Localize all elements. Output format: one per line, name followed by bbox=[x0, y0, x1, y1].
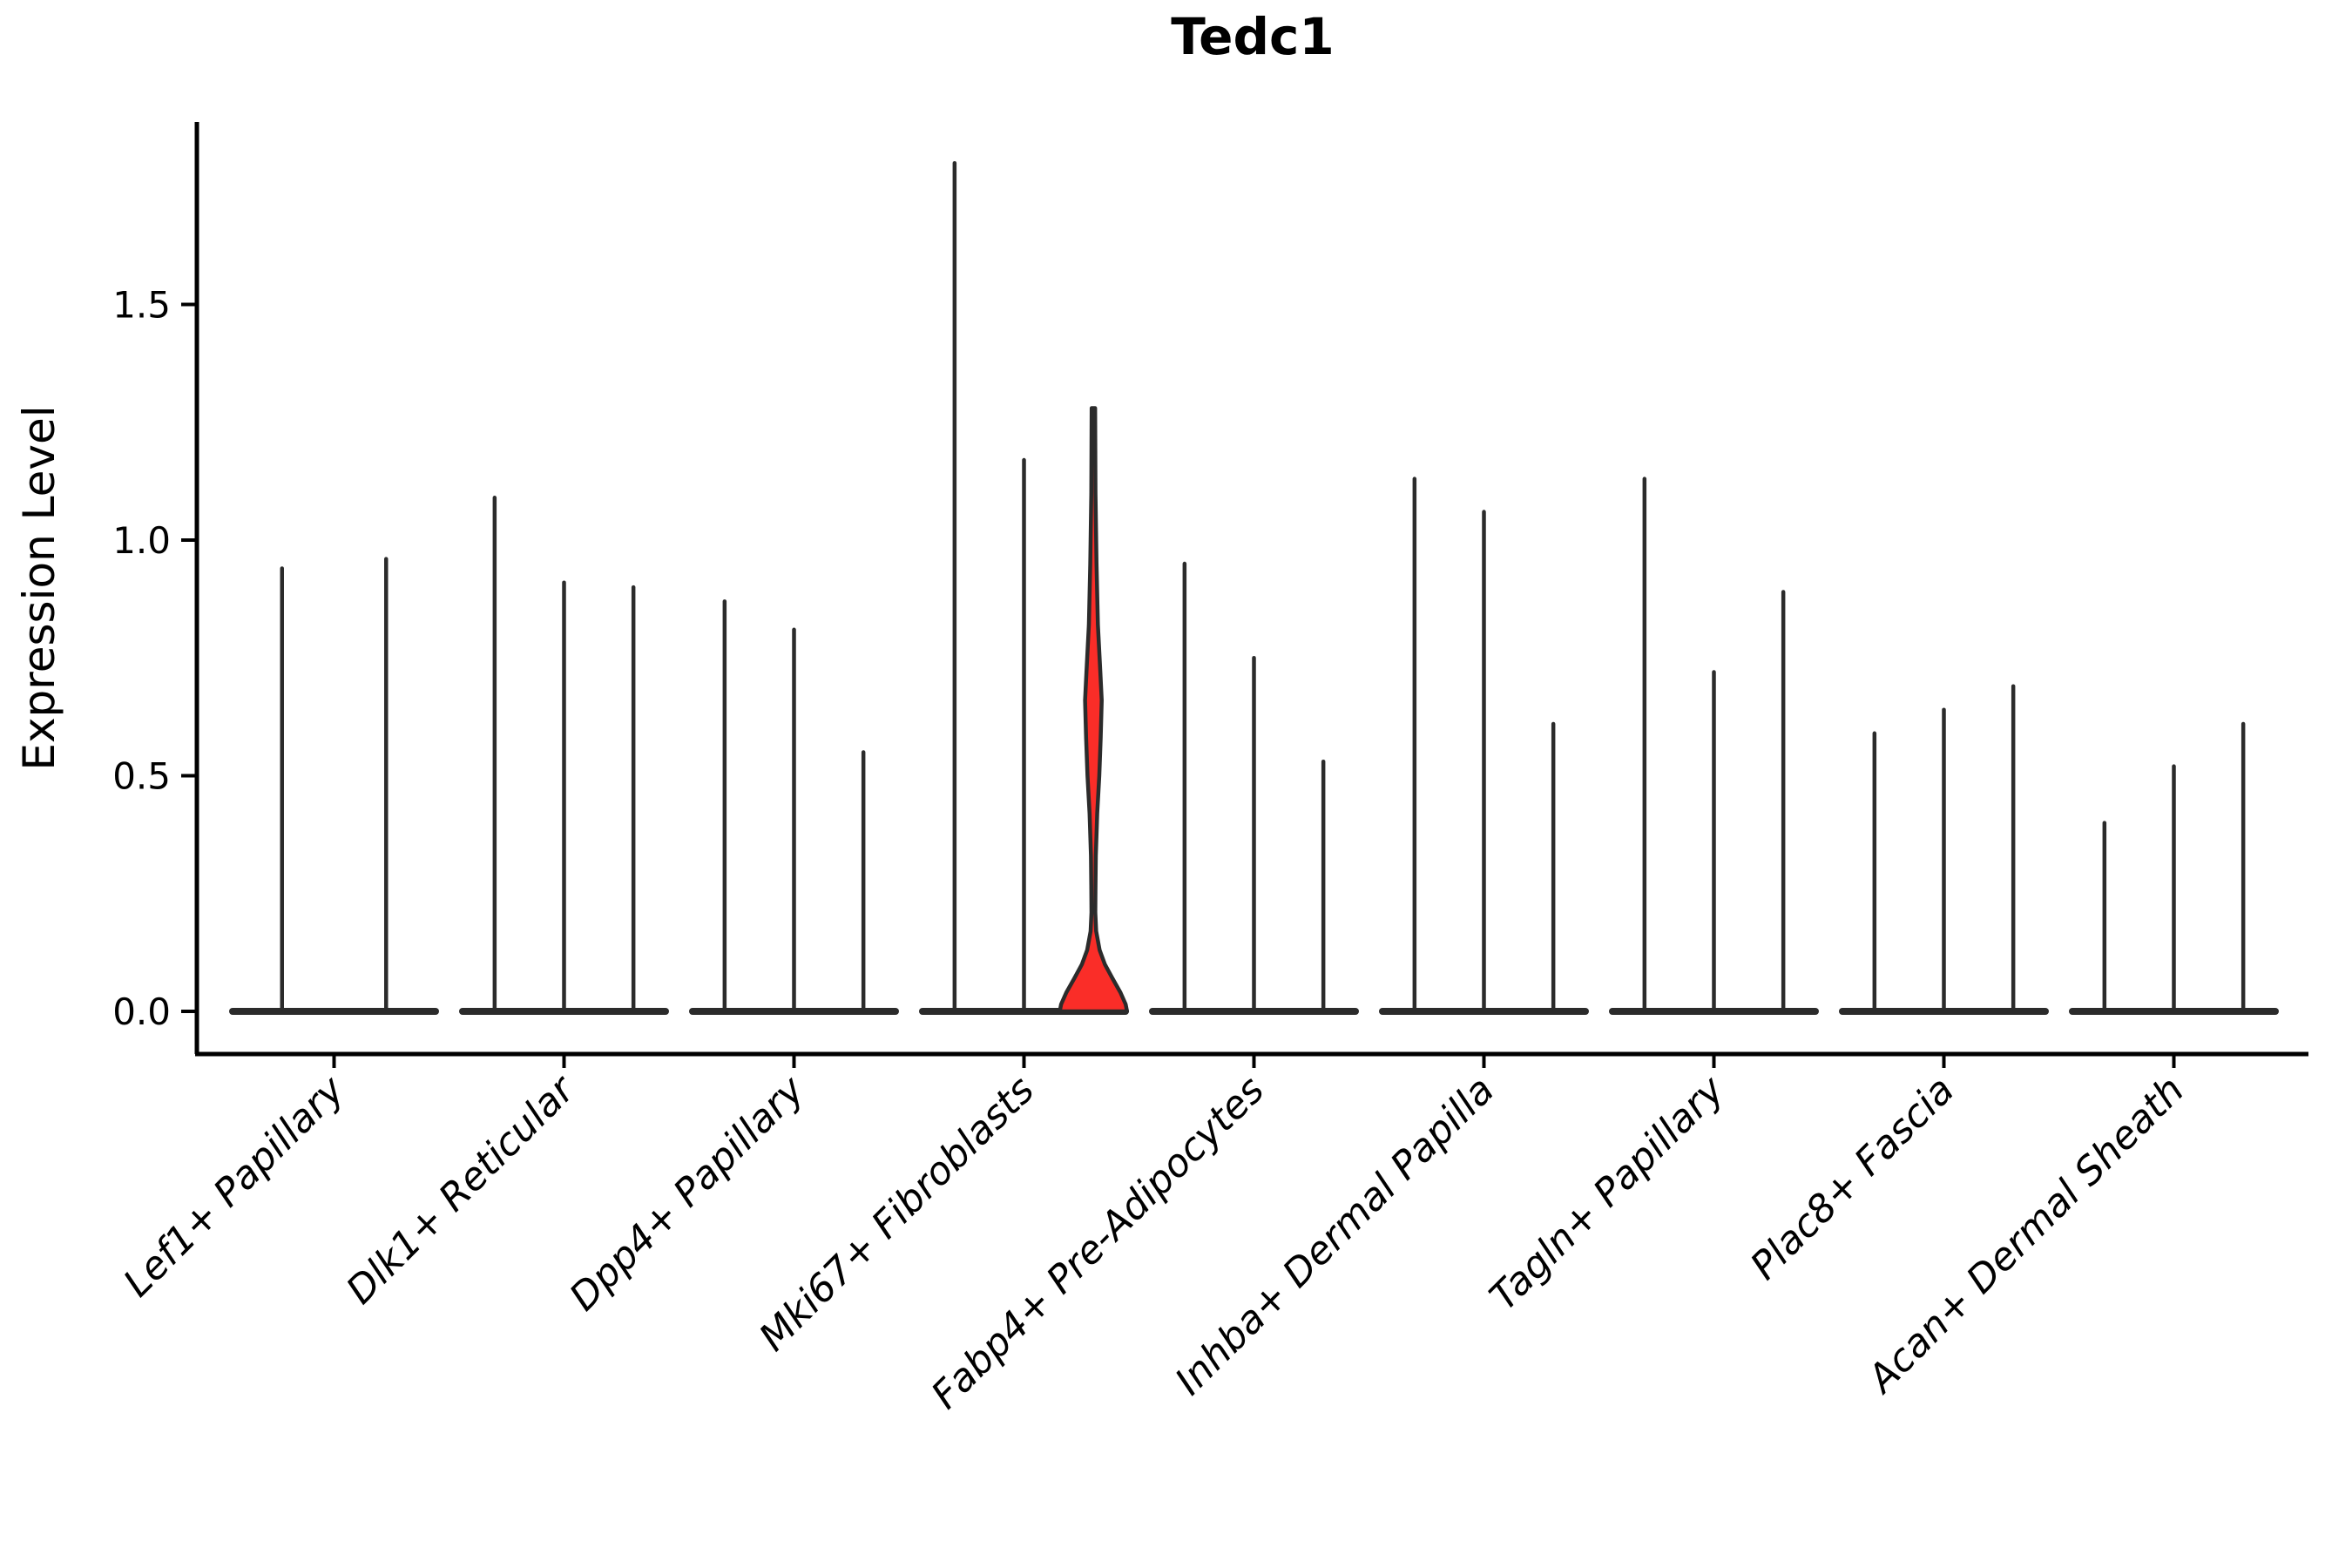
violin-group bbox=[1839, 684, 2049, 1015]
y-tick-label: 1.5 bbox=[112, 284, 171, 327]
violin-group bbox=[1149, 561, 1359, 1015]
x-tick-label: Tagln+ Papillary bbox=[1482, 1067, 1734, 1319]
x-tick-label: Plac8+ Fascia bbox=[1742, 1068, 1963, 1288]
x-tick-label: Lef1+ Papillary bbox=[115, 1067, 354, 1306]
y-axis-label: Expression Level bbox=[14, 405, 64, 770]
y-tick-label: 1.0 bbox=[112, 519, 171, 562]
highlighted-violin bbox=[1058, 406, 1130, 1014]
violin-group bbox=[1609, 476, 1819, 1015]
violins-layer bbox=[229, 160, 2279, 1015]
x-tick-label: Dpp4+ Papillary bbox=[561, 1067, 814, 1320]
y-tick-label: 0.5 bbox=[112, 755, 171, 798]
plot-title: Tedc1 bbox=[1171, 7, 1334, 66]
y-axis: 0.0 0.5 1.0 1.5 bbox=[112, 284, 197, 1033]
violin-group bbox=[459, 496, 669, 1015]
x-tick-label: Dlk1+ Reticular bbox=[338, 1066, 585, 1313]
violin-group bbox=[919, 160, 1130, 1015]
violin-group bbox=[1379, 476, 1589, 1015]
violin-group bbox=[689, 599, 899, 1015]
violin-group bbox=[229, 557, 439, 1015]
violin-group bbox=[2069, 721, 2279, 1015]
y-tick-label: 0.0 bbox=[112, 990, 171, 1033]
